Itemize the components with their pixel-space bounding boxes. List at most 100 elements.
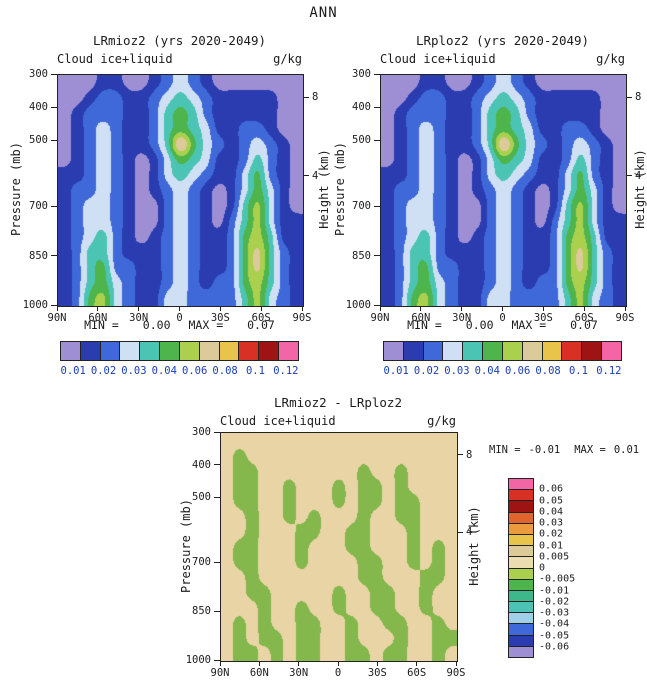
tick-mark [455, 661, 457, 666]
min-label: MIN = [489, 444, 521, 456]
pressure-tick-label: 500 [352, 134, 371, 146]
colorbar-label: 0.06 [182, 365, 208, 377]
colorbar-label: 0.01 [539, 540, 564, 551]
panel-title: LRmioz2 - LRploz2 [274, 395, 402, 410]
tick-mark [626, 175, 632, 177]
lat-tick-label: 0 [176, 312, 183, 324]
tick-mark [214, 464, 220, 466]
pressure-axis-label: Pressure (mb) [179, 499, 193, 593]
colorbar-label: -0.02 [539, 596, 570, 608]
lat-tick-label: 60N [88, 312, 108, 324]
figure-title: ANN [309, 5, 338, 21]
height-tick-label: 8 [312, 91, 319, 104]
colorbar-label: -0.06 [539, 641, 570, 653]
colorbar-swatch [508, 645, 534, 658]
colorbar-swatch [278, 341, 299, 361]
tick-mark [51, 106, 57, 108]
tick-mark [219, 306, 221, 311]
height-tick-label: 4 [635, 169, 642, 182]
colorbar-swatch [601, 341, 622, 361]
lat-tick-label: 60S [251, 312, 271, 324]
colorbar-label: 0.03 [444, 365, 470, 377]
lat-tick-label: 30S [533, 312, 553, 324]
tick-mark [337, 661, 339, 666]
lat-tick-label: 0 [334, 667, 342, 679]
lat-tick-label: 60S [407, 667, 427, 679]
lat-tick-label: 90S [446, 667, 466, 679]
tick-mark [214, 610, 220, 612]
colorbar [508, 478, 534, 658]
tick-mark [179, 306, 180, 311]
colorbar-label: -0.005 [539, 573, 576, 585]
tick-mark [457, 454, 463, 456]
tick-mark [214, 496, 220, 498]
pressure-tick-label: 400 [192, 458, 211, 471]
lat-tick-label: 30S [210, 312, 230, 324]
pressure-tick-label: 700 [192, 556, 211, 569]
minmax-row: MIN = 0.00 MAX = 0.07 [57, 318, 302, 332]
tick-mark [374, 304, 380, 306]
max-value: 0.07 [570, 318, 598, 332]
lat-tick-label: 90S [615, 312, 635, 324]
colorbar-label: 0.01 [60, 365, 86, 377]
pressure-tick-label: 850 [29, 249, 48, 262]
colorbar-label: 0.04 [474, 365, 500, 377]
max-value: 0.07 [247, 318, 275, 332]
lat-tick-label: 30S [367, 667, 387, 679]
plot-frame [380, 74, 627, 307]
tick-mark [51, 255, 57, 256]
colorbar-label: 0.05 [539, 495, 564, 506]
tick-mark [502, 306, 503, 311]
min-label: MIN = [84, 318, 119, 332]
tick-mark [214, 561, 220, 563]
tick-mark [97, 306, 99, 311]
units-label: g/kg [427, 414, 456, 428]
colorbar [383, 341, 622, 361]
colorbar-label: 0.08 [212, 365, 238, 377]
colorbar-label: -0.05 [539, 630, 570, 641]
panel-title: LRmioz2 (yrs 2020-2049) [92, 33, 267, 48]
colorbar-label: 0.03 [539, 517, 564, 529]
tick-mark [214, 659, 220, 661]
lat-tick-label: 90N [370, 312, 390, 324]
variable-label: Cloud ice+liquid [220, 414, 336, 428]
colorbar-label: 0.1 [568, 365, 588, 377]
colorbar-label: 0.06 [539, 483, 564, 495]
tick-mark [51, 73, 57, 75]
colorbar-label: 0.01 [383, 365, 409, 377]
panel-subtitle-row: Cloud ice+liquid g/kg [220, 414, 456, 428]
colorbar-label: 0.08 [535, 365, 561, 377]
panel-subtitle-row: Cloud ice+liquid g/kg [57, 52, 302, 66]
pressure-tick-label: 700 [352, 200, 371, 212]
colorbar-label: 0.1 [245, 365, 265, 377]
tick-mark [416, 661, 418, 666]
min-value: -0.01 [528, 444, 561, 456]
tick-mark [51, 139, 57, 141]
variable-label: Cloud ice+liquid [380, 52, 496, 66]
plot-frame [220, 432, 458, 662]
pressure-tick-label: 500 [29, 134, 48, 146]
variable-label: Cloud ice+liquid [57, 52, 173, 66]
colorbar-label: -0.03 [539, 607, 570, 619]
height-tick-label: 4 [466, 526, 473, 539]
min-value: 0.00 [465, 318, 494, 332]
pressure-tick-label: 1000 [22, 299, 48, 311]
tick-mark [258, 661, 260, 666]
height-tick-label: 4 [312, 169, 319, 182]
tick-mark [138, 306, 140, 311]
tick-mark [51, 205, 57, 207]
pressure-tick-label: 500 [192, 491, 211, 504]
colorbar-label: -0.04 [539, 618, 570, 630]
lat-tick-label: 30N [129, 312, 149, 324]
height-tick-label: 8 [466, 448, 473, 461]
contour-canvas [58, 75, 303, 306]
tick-mark [301, 306, 303, 311]
tick-mark [420, 306, 422, 311]
pressure-tick-label: 1000 [185, 654, 211, 666]
pressure-tick-label: 300 [352, 68, 371, 80]
pressure-tick-label: 850 [352, 249, 371, 262]
